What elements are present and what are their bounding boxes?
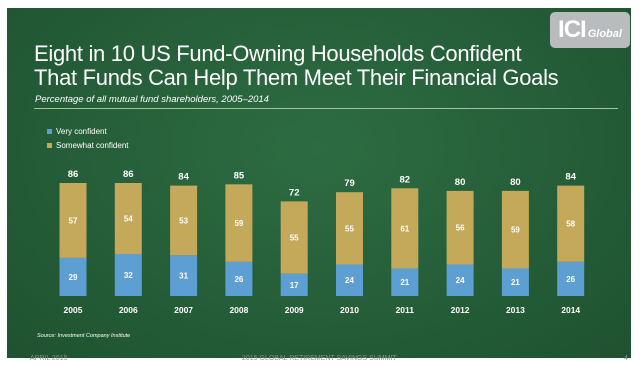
footer-date: APRIL 2015 (30, 355, 68, 362)
bar-total-label: 82 (400, 174, 411, 185)
bar-total-label: 84 (565, 172, 576, 183)
footer-event-name: 2015 GLOBAL RETIREMENT SAVINGS SUMMIT (242, 355, 397, 362)
bar-value-label: 55 (290, 234, 299, 243)
bar-value-label: 57 (69, 216, 78, 225)
x-tick-label: 2014 (561, 305, 580, 315)
x-tick-label: 2006 (119, 305, 138, 315)
stacked-bar-chart: 29 57 86 2005 32 54 86 2006 31 53 84 2007 26 59 85 2008… (59, 169, 585, 315)
bar-value-label: 24 (345, 276, 354, 285)
bar-segment-very-confident (446, 264, 474, 296)
bar-value-label: 17 (290, 281, 299, 290)
logo-subtext: Global (587, 28, 622, 40)
x-tick-label: 2007 (174, 305, 193, 315)
bar-total-label: 79 (344, 178, 355, 189)
bar-value-label: 59 (511, 226, 520, 235)
ici-global-logo: ICI Global (550, 12, 630, 48)
legend-item-very-confident: Very confident (47, 124, 129, 138)
bar-segment-very-confident (114, 253, 142, 296)
bar-segment-somewhat-confident (225, 184, 253, 262)
x-tick-label: 2010 (340, 305, 359, 315)
legend-swatch (47, 142, 52, 148)
bar-total-label: 86 (123, 169, 134, 180)
logo-text: ICI (558, 16, 587, 43)
bar-segment-very-confident (225, 261, 253, 296)
source-note: Source: Investment Company Institute (37, 333, 131, 339)
legend-item-somewhat-confident: Somewhat confident (47, 138, 129, 152)
chart-legend: Very confident Somewhat confident (47, 124, 129, 152)
legend-swatch (47, 128, 52, 134)
bar-segment-very-confident (59, 257, 87, 296)
bar-value-label: 32 (124, 271, 133, 280)
bar-value-label: 24 (456, 276, 465, 285)
x-tick-label: 2005 (64, 305, 83, 315)
title-line-2: That Funds Can Help Them Meet Their Fina… (34, 65, 559, 90)
bar-value-label: 31 (179, 272, 188, 281)
chart-subtitle: Percentage of all mutual fund shareholde… (35, 94, 269, 105)
bar-segment-very-confident (557, 261, 585, 296)
bar-segment-somewhat-confident (391, 188, 419, 269)
bar-total-label: 86 (68, 169, 79, 180)
bar-segment-somewhat-confident (114, 183, 142, 254)
legend-label: Very confident (56, 126, 107, 136)
slide-footer: APRIL 2015 2015 GLOBAL RETIREMENT SAVING… (0, 350, 640, 366)
title-divider (34, 108, 618, 109)
bar-segment-somewhat-confident (170, 185, 198, 256)
bar-segment-somewhat-confident (59, 183, 87, 258)
bar-total-label: 72 (289, 187, 300, 198)
title-line-1: Eight in 10 US Fund-Owning Households Co… (34, 41, 522, 66)
bar-value-label: 29 (69, 273, 78, 282)
footer-page-number: 4 (624, 355, 628, 362)
chart-title: Eight in 10 US Fund-Owning Households Co… (34, 42, 594, 90)
x-tick-label: 2013 (506, 305, 525, 315)
bar-value-label: 21 (511, 278, 520, 287)
bar-total-label: 84 (178, 172, 189, 183)
bar-segment-somewhat-confident (557, 185, 585, 262)
bar-segment-very-confident (501, 268, 529, 296)
bar-value-label: 56 (456, 224, 465, 233)
bar-segment-very-confident (336, 264, 363, 296)
bar-value-label: 21 (400, 278, 409, 287)
bar-segment-somewhat-confident (280, 201, 308, 274)
bar-segment-very-confident (391, 268, 419, 296)
x-tick-label: 2012 (451, 305, 470, 315)
bar-segment-somewhat-confident (336, 192, 363, 265)
bar-total-label: 85 (234, 170, 245, 181)
legend-label: Somewhat confident (56, 140, 129, 150)
bar-segment-somewhat-confident (501, 190, 529, 269)
bar-value-label: 55 (345, 224, 354, 233)
bar-value-label: 61 (400, 224, 409, 233)
x-tick-label: 2009 (285, 305, 304, 315)
x-tick-label: 2011 (396, 305, 415, 315)
bar-value-label: 54 (124, 214, 133, 223)
bar-value-label: 58 (566, 220, 575, 229)
bar-total-label: 80 (455, 177, 466, 188)
bar-total-label: 80 (510, 177, 521, 188)
bar-segment-very-confident (170, 255, 198, 296)
bar-value-label: 26 (234, 275, 243, 284)
bar-value-label: 26 (566, 275, 575, 284)
bar-value-label: 53 (179, 216, 188, 225)
bar-value-label: 59 (234, 219, 243, 228)
x-tick-label: 2008 (229, 305, 248, 315)
slide: ICI Global Eight in 10 US Fund-Owning Ho… (7, 8, 631, 358)
bar-segment-very-confident (280, 273, 308, 296)
bar-segment-somewhat-confident (446, 190, 474, 265)
